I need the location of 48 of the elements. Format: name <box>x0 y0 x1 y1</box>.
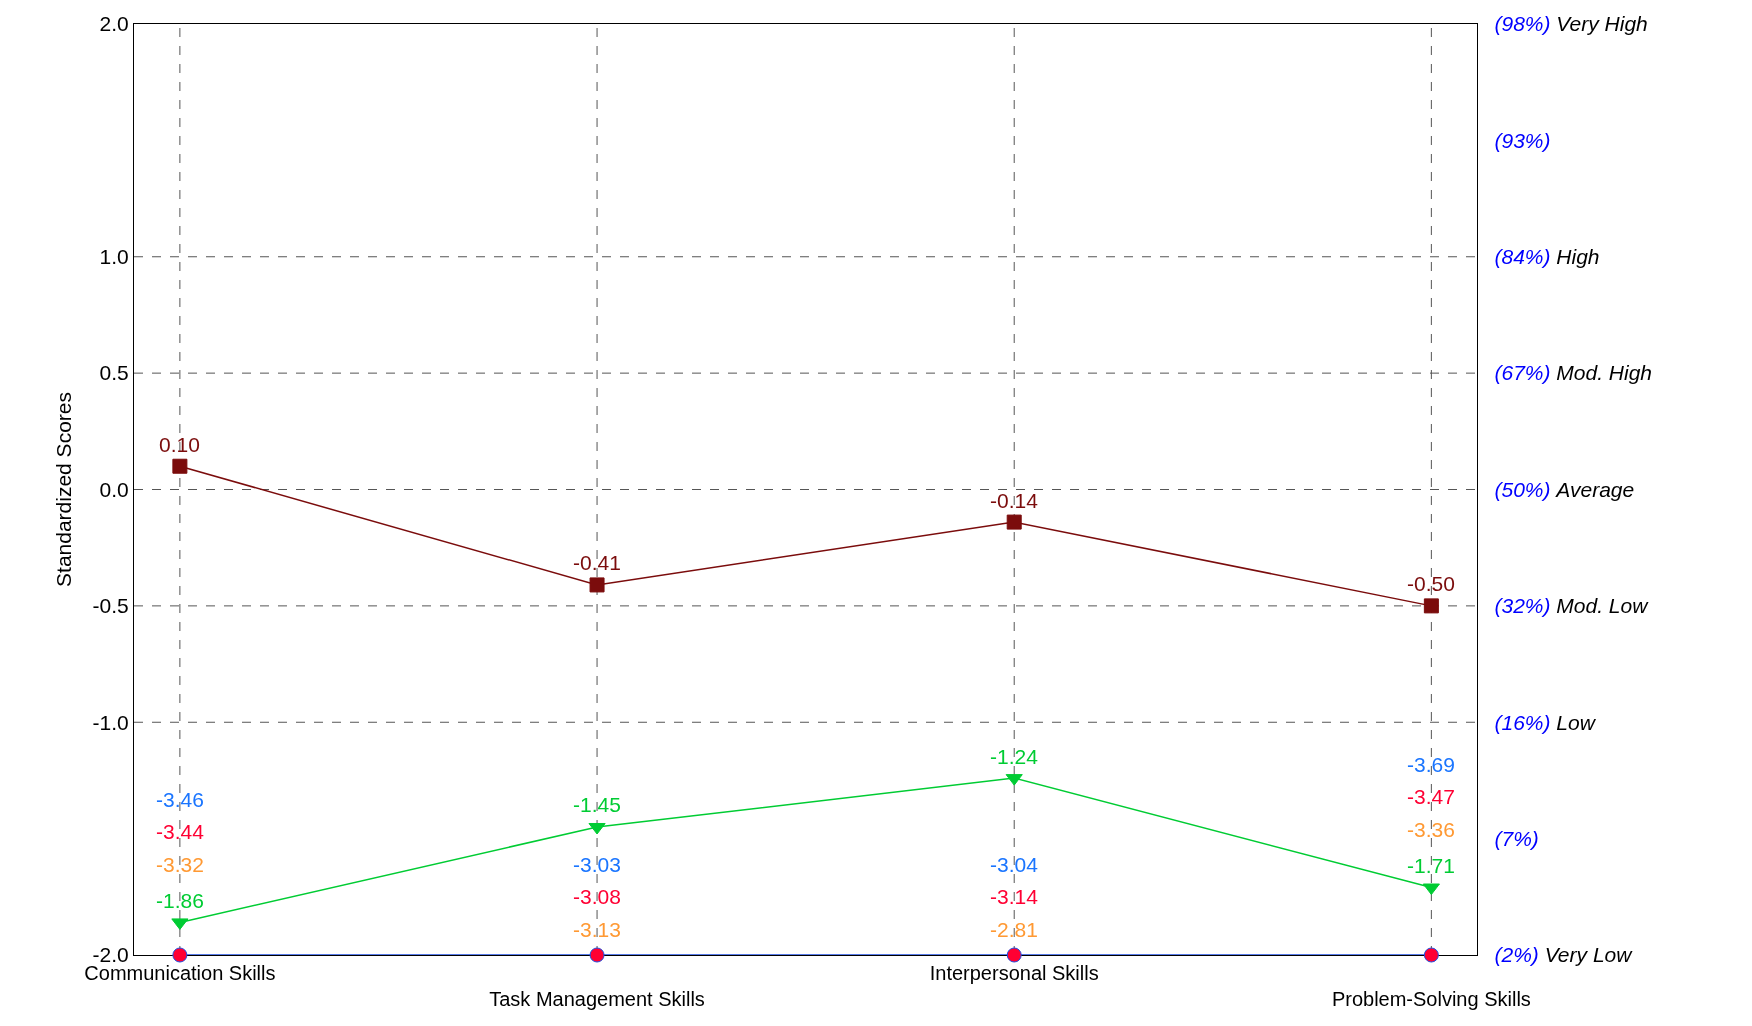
text: -3.32 <box>156 853 204 876</box>
point <box>1006 947 1022 963</box>
point <box>172 947 188 963</box>
y-tick-label: 1.0 <box>99 245 129 269</box>
category-label: (67%) Mod. High <box>1494 361 1653 385</box>
point <box>1006 514 1022 530</box>
y-tick-label: 2.0 <box>99 12 129 36</box>
y-tick-label: 0.5 <box>99 361 129 385</box>
text: -3.46 <box>156 788 204 811</box>
point <box>589 947 605 963</box>
category-label: (98%) Very High <box>1494 12 1648 36</box>
text: -3.13 <box>573 918 621 941</box>
point <box>1423 598 1439 614</box>
category-label: (16%) Low <box>1494 710 1595 734</box>
text: -3.47 <box>1407 785 1455 808</box>
point <box>1423 947 1439 963</box>
point <box>589 577 605 593</box>
category-label: (7%) <box>1494 826 1539 850</box>
data-label: -0.50 <box>1407 572 1455 595</box>
y-tick-label: 0.0 <box>99 477 129 501</box>
text: -3.36 <box>1407 818 1455 841</box>
data-label: -1.86 <box>156 889 204 912</box>
point <box>172 458 188 474</box>
category-label: (84%) High <box>1494 245 1600 269</box>
text: -3.08 <box>573 885 621 908</box>
category-label: (2%) Very Low <box>1494 943 1632 967</box>
data-label: -1.24 <box>990 745 1039 768</box>
y-tick-label: -0.5 <box>92 594 129 618</box>
category-label: (93%) <box>1494 128 1551 152</box>
category-label: (50%) Average <box>1494 477 1635 501</box>
data-label: -0.41 <box>573 551 621 574</box>
y-tick-label: -1.0 <box>92 710 129 734</box>
point <box>588 822 606 835</box>
data-label: -0.14 <box>990 489 1039 512</box>
data-label: 0.10 <box>159 433 200 456</box>
text: -3.14 <box>990 885 1038 908</box>
text: -3.69 <box>1407 753 1455 776</box>
x-tick-label: Problem-Solving Skills <box>1331 988 1531 1010</box>
data-label: -1.45 <box>573 793 621 816</box>
y-axis-title: Standardized Scores <box>51 392 75 587</box>
category-label: (32%) Mod. Low <box>1494 594 1648 618</box>
text: -3.44 <box>156 820 204 843</box>
x-tick-label: Interpersonal Skills <box>929 962 1099 984</box>
text: -2.81 <box>990 918 1038 941</box>
text: -3.03 <box>573 853 621 876</box>
text: -3.04 <box>990 853 1038 876</box>
data-label: -1.71 <box>1407 854 1455 877</box>
x-tick-label: Task Management Skills <box>489 988 705 1010</box>
